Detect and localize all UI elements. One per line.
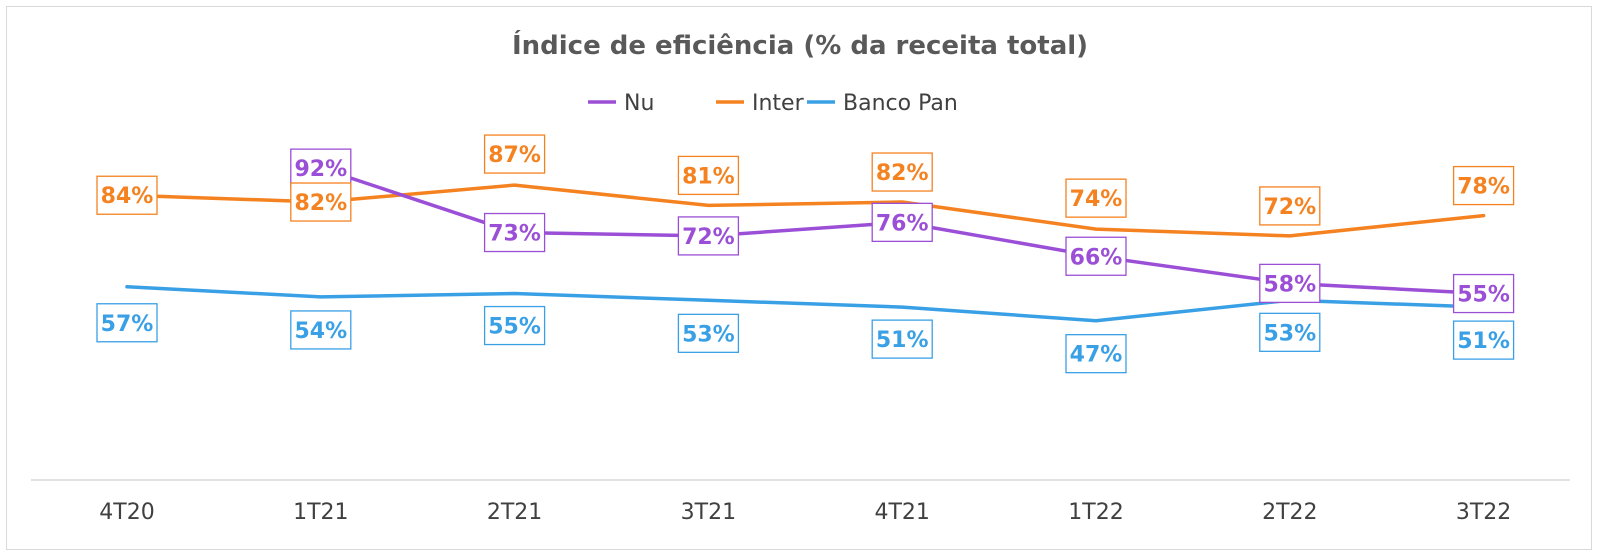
data-label: 47% xyxy=(1065,334,1127,374)
data-label-box xyxy=(1259,186,1321,226)
data-label-box xyxy=(1452,165,1515,206)
x-tick-label: 4T21 xyxy=(874,500,929,525)
data-label-box xyxy=(677,155,740,196)
data-label-box xyxy=(290,182,352,222)
data-label: 53% xyxy=(1259,312,1321,352)
data-label-box xyxy=(1452,320,1515,360)
data-label-box xyxy=(1452,273,1515,314)
x-tick-label: 3T21 xyxy=(681,500,736,525)
data-label-text: 53% xyxy=(682,322,735,347)
data-label-text: 55% xyxy=(1457,283,1510,308)
data-label: 76% xyxy=(871,202,933,243)
data-label: 54% xyxy=(290,310,352,350)
data-label-text: 51% xyxy=(876,328,929,353)
x-tick-label: 3T22 xyxy=(1456,500,1511,525)
data-label: 57% xyxy=(96,303,158,343)
data-label: 74% xyxy=(1065,178,1127,218)
data-label: 55% xyxy=(483,305,546,346)
data-label-box xyxy=(290,310,352,350)
data-label-box xyxy=(871,319,933,359)
data-label-box xyxy=(290,148,352,188)
data-label-text: 47% xyxy=(1070,343,1123,368)
data-label-box xyxy=(483,212,546,253)
data-label-box xyxy=(1065,178,1127,218)
data-label-text: 66% xyxy=(1070,245,1123,270)
data-label-text: 58% xyxy=(1263,272,1316,297)
data-label-text: 73% xyxy=(488,222,541,247)
series-line-inter xyxy=(125,183,1486,238)
series-line-banco-pan xyxy=(125,285,1486,323)
data-label-text: 72% xyxy=(682,225,735,250)
data-label-text: 82% xyxy=(294,191,347,216)
data-label: 51% xyxy=(871,319,933,359)
data-label-box xyxy=(483,305,546,346)
data-label-text: 76% xyxy=(876,211,929,236)
data-label: 81% xyxy=(677,155,740,196)
data-label-text: 84% xyxy=(101,184,154,209)
x-tick-label: 1T21 xyxy=(293,500,348,525)
legend-label: Inter xyxy=(752,91,805,116)
data-label-text: 74% xyxy=(1070,187,1123,212)
data-label-text: 78% xyxy=(1457,175,1510,200)
data-label: 84% xyxy=(96,175,158,215)
data-label-box xyxy=(483,134,546,174)
legend-label: Nu xyxy=(624,91,654,116)
data-label: 51% xyxy=(1452,320,1515,360)
data-label-text: 55% xyxy=(488,315,541,340)
data-label: 55% xyxy=(1452,273,1515,314)
data-label-text: 81% xyxy=(682,164,735,189)
chart-legend: Nu Inter Banco Pan xyxy=(588,91,958,116)
data-label-text: 51% xyxy=(1457,329,1510,354)
x-tick-label: 2T22 xyxy=(1262,500,1317,525)
chart-title: Índice de eficiência (% da receita total… xyxy=(512,29,1088,61)
data-label-box xyxy=(1065,236,1127,276)
data-label-box xyxy=(1259,263,1321,304)
x-tick-label: 2T21 xyxy=(487,500,542,525)
data-label-box xyxy=(1065,334,1127,374)
data-label-text: 82% xyxy=(876,161,929,186)
data-label-text: 57% xyxy=(101,312,154,337)
x-tick-label: 1T22 xyxy=(1068,500,1123,525)
data-label-box xyxy=(677,313,740,353)
data-label-box xyxy=(871,202,933,243)
data-label: 58% xyxy=(1259,263,1321,304)
data-label-text: 72% xyxy=(1263,195,1316,220)
data-label-box xyxy=(96,303,158,343)
data-label: 72% xyxy=(677,216,740,256)
data-label-box xyxy=(871,152,933,192)
data-label: 82% xyxy=(290,182,352,222)
data-label-box xyxy=(96,175,158,215)
data-label-text: 92% xyxy=(294,157,347,182)
data-label: 78% xyxy=(1452,165,1515,206)
data-label-text: 53% xyxy=(1263,321,1316,346)
data-label: 73% xyxy=(483,212,546,253)
data-label: 66% xyxy=(1065,236,1127,276)
data-label-text: 87% xyxy=(488,143,541,168)
data-label: 53% xyxy=(677,313,740,353)
data-label-box xyxy=(677,216,740,256)
data-label-text: 54% xyxy=(294,319,347,344)
data-label: 72% xyxy=(1259,186,1321,226)
data-label-box xyxy=(1259,312,1321,352)
legend-label: Banco Pan xyxy=(843,91,958,116)
x-tick-label: 4T20 xyxy=(99,500,154,525)
data-labels: 92% 73% 72% 76% 66% 58% 55% 84% 82% 87% 81% 82% 74% 7… xyxy=(96,134,1515,374)
data-label: 82% xyxy=(871,152,933,192)
data-label: 92% xyxy=(290,148,352,188)
data-label: 87% xyxy=(483,134,546,174)
chart-frame xyxy=(6,6,1592,550)
x-axis-ticks: 4T20 1T21 2T21 3T21 4T21 1T22 2T22 3T22 xyxy=(99,500,1511,525)
